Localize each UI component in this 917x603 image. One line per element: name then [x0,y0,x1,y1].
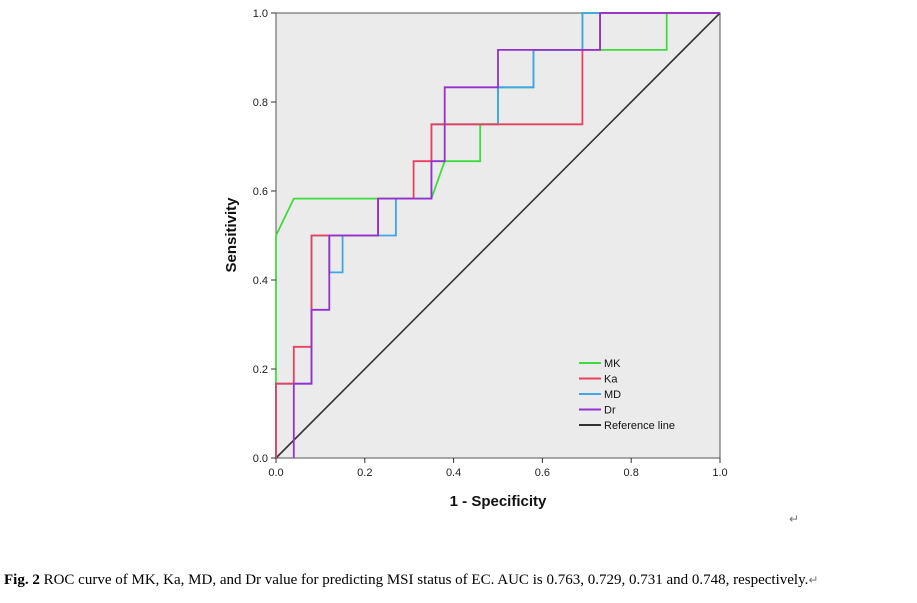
y-tick-label: 0.4 [253,275,268,287]
axes: 0.0 0.2 0.4 0.6 0.8 1.0 0.0 0.2 0.4 0.6 0.8 1.0 [253,8,728,479]
y-tick-label: 1.0 [253,8,268,20]
x-tick-label: 0.0 [268,467,283,479]
y-tick-label: 0.6 [253,186,268,198]
x-tick-label: 0.2 [357,467,372,479]
y-tick-label: 0.0 [253,453,268,465]
legend-label-ka: Ka [604,374,618,386]
paragraph-mark: ↵ [789,512,800,526]
legend: MK Ka MD Dr Reference line [579,358,675,432]
y-axis-title: Sensitivity [223,197,240,273]
caption-paragraph-mark: ↵ [808,573,819,587]
series-line-dr [292,12,720,458]
legend-label-dr: Dr [604,405,616,417]
y-tick-label: 0.2 [253,364,268,376]
caption-text: ROC curve of MK, Ka, MD, and Dr value fo… [39,572,809,588]
y-tick-label: 0.8 [253,97,268,109]
legend-label-reference-line: Reference line [604,420,675,432]
figure-caption: Fig. 2 ROC curve of MK, Ka, MD, and Dr v… [4,572,916,589]
legend-label-md: MD [604,389,621,401]
x-tick-label: 0.4 [446,467,461,479]
x-tick-label: 0.6 [535,467,550,479]
x-axis-title: 1 - Specificity [450,493,547,510]
series-lines [275,12,721,459]
series-line-reference-line [275,12,721,459]
x-tick-label: 0.8 [624,467,639,479]
legend-label-mk: MK [604,358,621,370]
caption-label: Fig. 2 [4,572,40,588]
x-tick-label: 1.0 [712,467,727,479]
